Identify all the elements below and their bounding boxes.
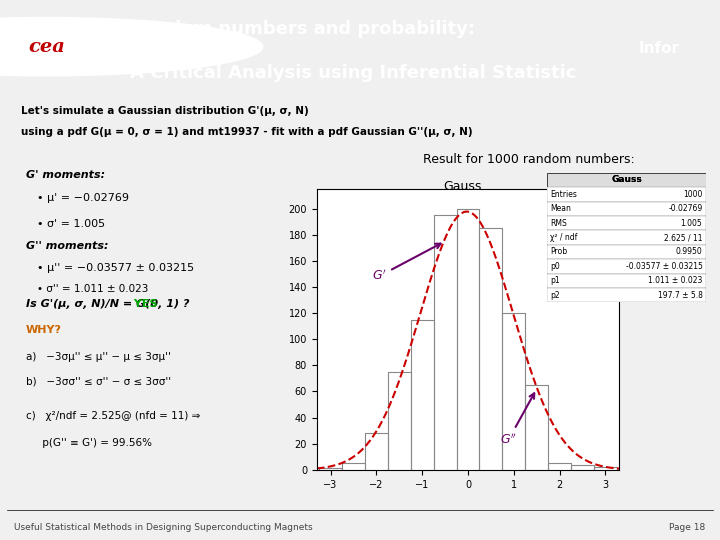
FancyBboxPatch shape	[547, 274, 706, 288]
Text: b)   −3σσ'' ≤ σ'' − σ ≤ 3σσ'': b) −3σσ'' ≤ σ'' − σ ≤ 3σσ''	[26, 376, 171, 386]
Text: Entries: Entries	[550, 190, 577, 199]
Text: 1.011 ± 0.023: 1.011 ± 0.023	[648, 276, 703, 285]
FancyBboxPatch shape	[547, 216, 706, 231]
Text: χ² / ndf: χ² / ndf	[550, 233, 577, 242]
Text: Let's simulate a Gaussian distribution G'(μ, σ, N): Let's simulate a Gaussian distribution G…	[22, 106, 309, 116]
FancyBboxPatch shape	[547, 259, 706, 274]
Text: using a pdf G(μ = 0, σ = 1) and mt19937 - fit with a pdf Gaussian G''(μ, σ, N): using a pdf G(μ = 0, σ = 1) and mt19937 …	[22, 127, 473, 137]
Text: c)   χ²/ndf = 2.525@ (nfd = 11) ⇒: c) χ²/ndf = 2.525@ (nfd = 11) ⇒	[26, 411, 200, 421]
FancyBboxPatch shape	[547, 245, 706, 259]
FancyBboxPatch shape	[547, 231, 706, 245]
Text: • μ'' = −0.03577 ± 0.03215: • μ'' = −0.03577 ± 0.03215	[37, 263, 194, 273]
Text: Mean: Mean	[550, 204, 571, 213]
Text: 197.7 ± 5.8: 197.7 ± 5.8	[657, 291, 703, 300]
Text: p(G'' ≡ G') = 99.56%: p(G'' ≡ G') = 99.56%	[26, 438, 152, 449]
Text: Infor: Infor	[639, 41, 679, 56]
Text: Gauss: Gauss	[611, 176, 642, 185]
Text: Prob: Prob	[550, 247, 567, 256]
Text: Page 18: Page 18	[670, 523, 706, 532]
Text: Is G'(μ, σ, N)/N = G(0, 1) ?: Is G'(μ, σ, N)/N = G(0, 1) ?	[26, 299, 189, 309]
FancyBboxPatch shape	[547, 173, 706, 187]
Text: Useful Statistical Methods in Designing Superconducting Magnets: Useful Statistical Methods in Designing …	[14, 523, 313, 532]
FancyBboxPatch shape	[547, 288, 706, 302]
Text: RMS: RMS	[550, 219, 567, 228]
Text: $G''$: $G''$	[500, 393, 534, 447]
Text: p1: p1	[550, 276, 560, 285]
Circle shape	[0, 17, 263, 76]
FancyBboxPatch shape	[547, 201, 706, 216]
Text: -0.03577 ± 0.03215: -0.03577 ± 0.03215	[626, 262, 703, 271]
Text: p2: p2	[550, 291, 560, 300]
Text: 1.005: 1.005	[680, 219, 703, 228]
Text: A Critical Analysis using Inferential Statistic: A Critical Analysis using Inferential St…	[130, 64, 576, 82]
Text: • σ' = 1.005: • σ' = 1.005	[37, 219, 106, 229]
Text: $G'$: $G'$	[372, 244, 441, 284]
Text: Result for 1000 random numbers:: Result for 1000 random numbers:	[423, 153, 635, 166]
Text: YES: YES	[130, 299, 157, 309]
Text: WHY?: WHY?	[26, 325, 62, 335]
Text: Gauss: Gauss	[611, 176, 642, 185]
Text: cea: cea	[28, 38, 66, 56]
Text: Gauss: Gauss	[444, 180, 482, 193]
Text: a)   −3σμ'' ≤ μ'' − μ ≤ 3σμ'': a) −3σμ'' ≤ μ'' − μ ≤ 3σμ''	[26, 352, 171, 362]
FancyBboxPatch shape	[547, 187, 706, 201]
Text: G'' moments:: G'' moments:	[26, 241, 109, 251]
Text: Random numbers and probability:: Random numbers and probability:	[130, 20, 474, 38]
Text: -0.02769: -0.02769	[668, 204, 703, 213]
Text: G' moments:: G' moments:	[26, 170, 105, 180]
Text: • σ'' = 1.011 ± 0.023: • σ'' = 1.011 ± 0.023	[37, 284, 149, 294]
Text: p0: p0	[550, 262, 560, 271]
Text: • μ' = −0.02769: • μ' = −0.02769	[37, 193, 130, 203]
Text: 1000: 1000	[683, 190, 703, 199]
Text: 0.9950: 0.9950	[675, 247, 703, 256]
Text: 2.625 / 11: 2.625 / 11	[664, 233, 703, 242]
